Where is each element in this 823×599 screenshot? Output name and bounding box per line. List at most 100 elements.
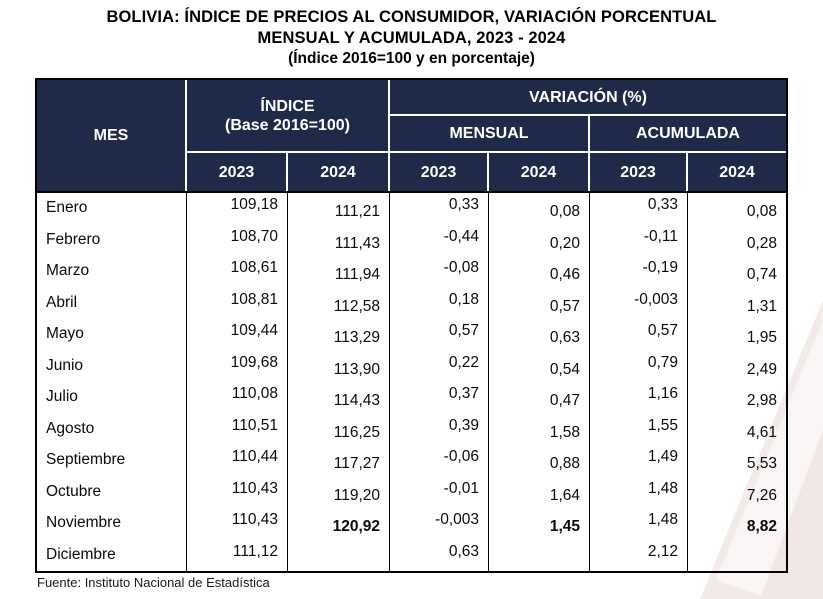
cell-mensual-2024: 1,58 [489, 413, 590, 445]
table-row: Septiembre 110,44 117,27 -0,06 0,88 1,49… [37, 445, 786, 477]
header-indice: ÍNDICE (Base 2016=100) [187, 80, 390, 153]
cell-mensual-2023: 0,37 [390, 382, 489, 414]
header-year-mensual-2024: 2024 [489, 153, 590, 191]
cell-indice-2023: 109,18 [187, 193, 288, 225]
cell-mensual-2023: -0,003 [390, 508, 489, 540]
cell-mensual-2023: -0,06 [390, 445, 489, 477]
header-year-indice-2024: 2024 [288, 153, 390, 191]
cell-acumulada-2023: 1,48 [590, 508, 688, 540]
cell-indice-2024: 112,58 [288, 287, 390, 319]
cell-mensual-2023: 0,57 [390, 319, 489, 351]
cell-acumulada-2023: 1,55 [590, 413, 688, 445]
cell-acumulada-2023: 1,48 [590, 476, 688, 508]
cell-mensual-2023: -0,01 [390, 476, 489, 508]
cell-month: Marzo [37, 256, 187, 288]
cell-acumulada-2023: -0,19 [590, 256, 688, 288]
header-year-indice-2023: 2023 [187, 153, 288, 191]
cell-month: Diciembre [37, 539, 187, 571]
cell-indice-2024: 120,92 [288, 508, 390, 540]
cell-mensual-2023: -0,08 [390, 256, 489, 288]
cell-mensual-2024: 0,08 [489, 193, 590, 225]
cell-month: Enero [37, 193, 187, 225]
cell-mensual-2023: 0,33 [390, 193, 489, 225]
cell-indice-2023: 110,43 [187, 508, 288, 540]
cell-mensual-2023: 0,22 [390, 350, 489, 382]
table-row: Noviembre 110,43 120,92 -0,003 1,45 1,48… [37, 508, 786, 540]
cell-acumulada-2024: 0,28 [746, 234, 777, 252]
cell-indice-2023: 110,44 [187, 445, 288, 477]
table-row: Julio 110,08 114,43 0,37 0,47 1,16 2,98 [37, 382, 786, 414]
cell-acumulada-2024: 8,82 [746, 518, 777, 535]
cell-mensual-2024 [489, 539, 590, 571]
cell-acumulada-2024: 0,08 [746, 203, 777, 220]
cell-indice-2023: 108,61 [187, 256, 288, 288]
cell-indice-2024: 119,20 [288, 476, 390, 508]
header-variacion: VARIACIÓN (%) [390, 80, 786, 116]
cell-mensual-2023: -0,44 [390, 224, 489, 256]
cell-mensual-2023: 0,63 [390, 539, 489, 571]
cell-indice-2024 [288, 539, 390, 571]
cell-month: Octubre [37, 476, 187, 508]
cell-acumulada-2023: 0,79 [590, 350, 688, 382]
header-year-acumulada-2023: 2023 [590, 153, 688, 191]
cell-month: Septiembre [37, 445, 187, 477]
cell-mensual-2024: 1,45 [489, 508, 590, 540]
table-row: Marzo 108,61 111,94 -0,08 0,46 -0,19 0,7… [37, 256, 786, 288]
cell-indice-2024: 111,43 [288, 224, 390, 256]
header-mensual: MENSUAL [390, 116, 590, 153]
title-line-3: (Índice 2016=100 y en porcentaje) [288, 50, 535, 67]
cell-acumulada-2023: 1,49 [590, 445, 688, 477]
cell-month: Julio [37, 382, 187, 414]
cell-month: Junio [37, 350, 187, 382]
cell-acumulada-2024: 0,74 [746, 266, 777, 283]
cell-acumulada-2024: 5,53 [746, 455, 777, 472]
title-line-2: MENSUAL Y ACUMULADA, 2023 - 2024 [257, 29, 566, 47]
cell-indice-2024: 113,90 [288, 350, 390, 382]
cell-acumulada-2023: 0,33 [590, 193, 688, 225]
cell-month: Mayo [37, 319, 187, 351]
cell-indice-2023: 108,70 [187, 224, 288, 256]
cell-indice-2024: 113,29 [288, 319, 390, 351]
cell-mensual-2024: 0,88 [489, 445, 590, 477]
cell-month: Febrero [37, 224, 187, 256]
cell-indice-2023: 108,81 [187, 287, 288, 319]
cell-indice-2023: 110,51 [187, 413, 288, 445]
table-header: MES ÍNDICE (Base 2016=100) VARIACIÓN (%)… [37, 80, 786, 191]
table-row: Mayo 109,44 113,29 0,57 0,63 0,57 1,95 [37, 319, 786, 351]
cell-acumulada-2024: 1,31 [746, 297, 777, 315]
header-acumulada: ACUMULADA [590, 116, 786, 153]
page-title: BOLIVIA: ÍNDICE DE PRECIOS AL CONSUMIDOR… [0, 7, 823, 69]
cell-indice-2023: 111,12 [187, 539, 288, 571]
cell-month: Noviembre [37, 508, 187, 540]
cell-month: Abril [37, 287, 187, 319]
cell-mensual-2024: 0,57 [489, 287, 590, 319]
table-row: Diciembre 111,12 0,63 2,12 [37, 539, 786, 571]
header-year-acumulada-2024: 2024 [688, 153, 786, 191]
cell-mensual-2024: 0,54 [489, 350, 590, 382]
header-mes: MES [37, 80, 187, 191]
cell-acumulada-2024: 4,61 [746, 423, 777, 441]
cell-indice-2023: 110,43 [187, 476, 288, 508]
cell-indice-2024: 111,94 [288, 256, 390, 288]
table-row: Febrero 108,70 111,43 -0,44 0,20 -0,11 0… [37, 224, 786, 256]
table-row: Octubre 110,43 119,20 -0,01 1,64 1,48 7,… [37, 476, 786, 508]
cell-mensual-2024: 0,47 [489, 382, 590, 414]
cpi-table: MES ÍNDICE (Base 2016=100) VARIACIÓN (%)… [35, 78, 788, 573]
header-indice-subtitle: (Base 2016=100) [225, 116, 350, 134]
cell-indice-2023: 110,08 [187, 382, 288, 414]
cell-indice-2024: 111,21 [288, 193, 390, 225]
cell-acumulada-2023: 0,57 [590, 319, 688, 351]
cell-acumulada-2023: -0,003 [590, 287, 688, 319]
cell-acumulada-2024: 7,26 [746, 486, 777, 504]
cell-indice-2024: 114,43 [288, 382, 390, 414]
cell-acumulada-2024: 1,95 [746, 329, 777, 346]
cell-indice-2023: 109,68 [187, 350, 288, 382]
cell-mensual-2023: 0,18 [390, 287, 489, 319]
cell-acumulada-2024: 2,98 [746, 392, 777, 409]
table-row: Agosto 110,51 116,25 0,39 1,58 1,55 4,61 [37, 413, 786, 445]
cell-mensual-2024: 0,46 [489, 256, 590, 288]
cell-indice-2024: 117,27 [288, 445, 390, 477]
cell-indice-2023: 109,44 [187, 319, 288, 351]
cell-mensual-2023: 0,39 [390, 413, 489, 445]
